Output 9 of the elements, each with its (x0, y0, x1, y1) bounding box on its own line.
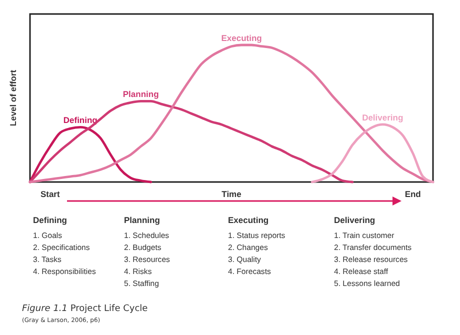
x-tick-label: End (404, 189, 421, 199)
series-label: Delivering (362, 112, 404, 122)
y-axis-title: Level of effort (8, 70, 18, 126)
series-label: Planning (122, 89, 159, 100)
series-label: Executing (221, 33, 262, 43)
x-tick-label: Start (40, 189, 60, 199)
x-axis-title: Time (222, 189, 242, 199)
text: Figure 1.1 Project Life Cycle (22, 304, 148, 314)
series-label: Defining (63, 115, 98, 126)
